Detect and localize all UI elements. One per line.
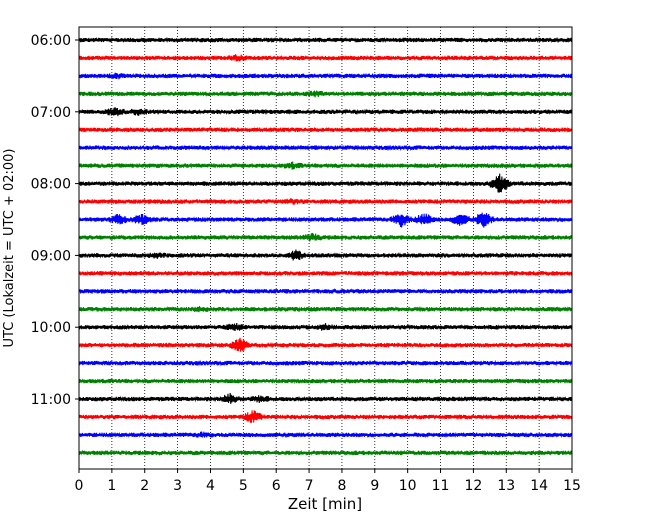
trace-row <box>78 337 573 352</box>
trace-row <box>78 90 573 98</box>
trace-row <box>78 107 573 117</box>
trace-row <box>78 232 573 242</box>
x-tick-label: 1 <box>107 478 116 494</box>
x-axis: 0 1 2 3 4 5 6 7 8 9 10 11 12 13 14 15 <box>75 469 581 494</box>
x-tick-label: 11 <box>432 478 450 494</box>
trace-row <box>78 198 573 205</box>
trace-row <box>78 36 573 44</box>
y-tick-label: 10:00 <box>31 320 71 336</box>
x-tick-label: 5 <box>239 478 248 494</box>
trace-row <box>78 249 573 261</box>
trace-row <box>78 173 573 193</box>
trace-row <box>78 323 573 331</box>
y-tick-label: 07:00 <box>31 105 71 121</box>
x-tick-label: 10 <box>399 478 417 494</box>
trace-row <box>78 54 573 62</box>
trace-row <box>78 377 573 385</box>
y-tick-label: 06:00 <box>31 33 71 49</box>
x-axis-label: Zeit [min] <box>288 495 362 513</box>
x-tick-label: 7 <box>305 478 314 494</box>
trace-row <box>78 431 573 439</box>
x-tick-label: 6 <box>272 478 281 494</box>
trace-row <box>78 359 573 367</box>
x-tick-label: 12 <box>464 478 482 494</box>
trace-row <box>78 212 573 228</box>
trace-row <box>78 269 573 277</box>
trace-row <box>78 126 573 134</box>
trace-row <box>78 410 573 423</box>
x-tick-label: 9 <box>370 478 379 494</box>
y-axis-label: UTC (Lokalzeit = UTC + 02:00) <box>2 149 17 348</box>
trace-row <box>78 449 573 457</box>
x-tick-label: 0 <box>75 478 84 494</box>
x-tick-label: 2 <box>140 478 149 494</box>
trace-row <box>78 305 573 313</box>
plot-background <box>79 27 572 469</box>
x-tick-label: 3 <box>173 478 182 494</box>
x-tick-label: 15 <box>563 478 581 494</box>
y-axis: 06:00 07:00 08:00 09:00 10:00 11:00 <box>31 33 79 408</box>
plot-frame <box>78 26 573 470</box>
y-tick-label: 08:00 <box>31 177 71 193</box>
trace-row <box>78 287 573 295</box>
trace-row <box>78 144 573 152</box>
x-tick-label: 13 <box>497 478 515 494</box>
trace-row <box>78 392 573 404</box>
x-tick-label: 4 <box>206 478 215 494</box>
x-tick-label: 8 <box>337 478 346 494</box>
trace-row <box>78 161 573 170</box>
traces <box>78 36 573 457</box>
trace-row <box>78 72 573 80</box>
y-tick-label: 11:00 <box>31 392 71 408</box>
x-tick-label: 14 <box>530 478 548 494</box>
y-tick-label: 09:00 <box>31 248 71 264</box>
